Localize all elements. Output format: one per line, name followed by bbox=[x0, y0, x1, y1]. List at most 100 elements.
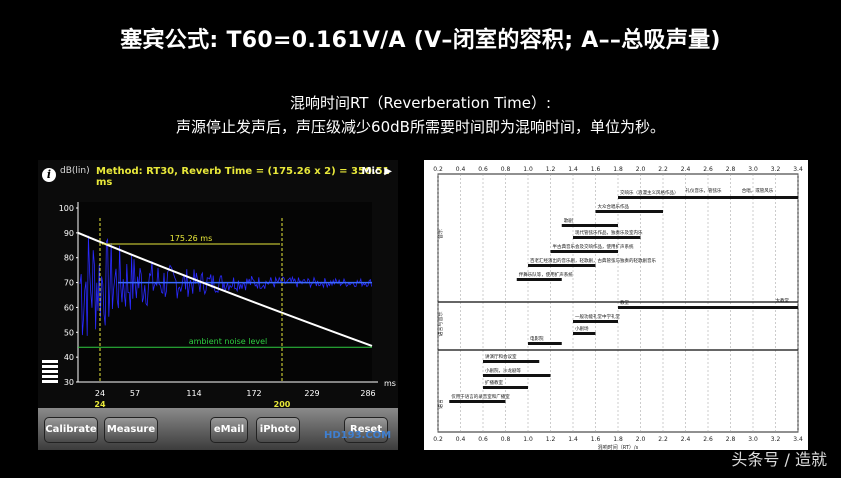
top-tick-label: 1.2 bbox=[546, 166, 556, 173]
reverb-app-panel: 100 90 80 70 60 50 40 30 24 57 114 172 229 286 ms 24 200… bbox=[38, 160, 398, 450]
reverb-decay-plot: 100 90 80 70 60 50 40 30 24 57 114 172 229 286 ms 24 200… bbox=[59, 202, 396, 408]
top-tick-label: 1.4 bbox=[568, 166, 578, 173]
rt-range-bar bbox=[528, 264, 596, 267]
noise-floor-label: ambient noise level bbox=[189, 337, 268, 346]
y-tick-label: 80 bbox=[64, 254, 74, 263]
rt-range-chart: 0.2 0.4 0.6 0.8 1.0 1.2 1.4 1.6 1.8 2.0 2.2 2.4 2.6 2… bbox=[433, 166, 803, 450]
rt-range-label: 小剧场 bbox=[575, 325, 589, 332]
right-annotation: 礼仪音乐，管弦乐 bbox=[686, 187, 722, 194]
top-tick-label: 0.2 bbox=[433, 166, 443, 173]
bottom-tick-label: 3.2 bbox=[771, 436, 781, 443]
bottom-tick-label: 1.2 bbox=[546, 436, 556, 443]
y-axis-label: dB(lin) bbox=[60, 166, 90, 176]
rt-range-bar bbox=[483, 374, 551, 377]
top-tick-label: 3.4 bbox=[793, 166, 803, 173]
info-icon[interactable]: i bbox=[42, 168, 56, 182]
rt-range-label: 小剧院，沙龙剧等 bbox=[485, 367, 521, 374]
section-label: 语言 bbox=[437, 399, 444, 409]
top-tick-label: 2.0 bbox=[636, 166, 646, 173]
slide-title: 塞宾公式: T60=0.161V/A (V–闭室的容积; A––总吸声量) bbox=[120, 28, 721, 53]
rt-definition-body: 声源停止发声后，声压级减少60dB所需要时间即为混响时间，单位为秒。 bbox=[176, 118, 665, 136]
right-annotation: 合唱，或管风乐 bbox=[742, 187, 774, 194]
rt-range-bar bbox=[618, 196, 798, 199]
rt-range-bar bbox=[550, 250, 618, 253]
section-label: 音乐 bbox=[437, 229, 444, 239]
top-tick-label: 1.6 bbox=[591, 166, 601, 173]
rt-range-bar bbox=[561, 224, 618, 227]
bottom-tick-label: 0.4 bbox=[456, 436, 466, 443]
y-tick-label: 30 bbox=[64, 378, 74, 387]
bottom-tick-label: 0.2 bbox=[433, 436, 443, 443]
iphoto-button[interactable]: iPhoto bbox=[256, 417, 300, 443]
calibrate-button[interactable]: Calibrate bbox=[44, 417, 98, 443]
y-tick-label: 50 bbox=[64, 328, 74, 337]
bottom-tick-label: 2.6 bbox=[703, 436, 713, 443]
bottom-tick-label: 1.4 bbox=[568, 436, 578, 443]
rt-range-bar bbox=[573, 236, 641, 239]
rt-range-bar bbox=[528, 342, 562, 345]
section-label: 语言与音乐 bbox=[437, 311, 444, 336]
email-button[interactable]: eMail bbox=[210, 417, 248, 443]
rt-definition-title: 混响时间RT（Reverberation Time）: bbox=[289, 94, 552, 112]
x-tick-label: 57 bbox=[130, 389, 140, 398]
bottom-toolbar: Calibrate Measure eMail iPhoto Reset bbox=[38, 408, 398, 450]
rt-range-label: 讲演厅和会议室 bbox=[485, 353, 517, 360]
y-tick-label: 60 bbox=[64, 303, 74, 312]
top-tick-label: 2.8 bbox=[726, 166, 736, 173]
rt-range-label: 交响乐（浪漫主义风格作品） bbox=[620, 189, 679, 196]
decay-curve bbox=[77, 231, 373, 347]
bottom-tick-label: 0.6 bbox=[478, 436, 488, 443]
y-tick-label: 40 bbox=[64, 353, 74, 362]
rt-range-label: 一般功能礼堂中学礼堂 bbox=[575, 313, 620, 320]
top-tick-label: 3.2 bbox=[771, 166, 781, 173]
rt-range-label: 歌剧 bbox=[564, 217, 573, 224]
bottom-tick-label: 1.8 bbox=[613, 436, 623, 443]
rt-range-label: 教堂 bbox=[620, 299, 629, 306]
x-axis-label: 混响时间（RT）/s bbox=[598, 444, 639, 450]
marker-end-label: 200 bbox=[274, 400, 291, 408]
top-tick-label: 2.4 bbox=[681, 166, 691, 173]
top-tick-label: 1.8 bbox=[613, 166, 623, 173]
mic-button[interactable]: Mic ▶ bbox=[361, 166, 392, 177]
rt-range-bar bbox=[483, 386, 528, 389]
rt-range-bar bbox=[573, 320, 618, 323]
rt-range-bar bbox=[516, 278, 562, 281]
bottom-tick-label: 1.6 bbox=[591, 436, 601, 443]
rt-recommendation-chart: 0.2 0.4 0.6 0.8 1.0 1.2 1.4 1.6 1.8 2.0 2.2 2.4 2.6 2… bbox=[424, 160, 808, 450]
level-meter-icon bbox=[42, 360, 58, 385]
right-annotation: 大教堂 bbox=[776, 297, 790, 304]
rt-range-bar bbox=[573, 332, 596, 335]
top-tick-label: 0.8 bbox=[501, 166, 511, 173]
x-tick-label: 172 bbox=[246, 389, 261, 398]
measure-button[interactable]: Measure bbox=[104, 417, 158, 443]
x-tick-label: 114 bbox=[186, 389, 201, 398]
bottom-tick-label: 2.4 bbox=[681, 436, 691, 443]
rt-range-bar bbox=[483, 360, 540, 363]
reset-button[interactable]: Reset bbox=[344, 417, 388, 443]
top-tick-label: 0.6 bbox=[478, 166, 488, 173]
bottom-tick-label: 0.8 bbox=[501, 436, 511, 443]
rt-range-label: 扩播教室 bbox=[485, 379, 503, 386]
y-tick-label: 100 bbox=[59, 204, 74, 213]
measure-label: 175.26 ms bbox=[170, 234, 213, 243]
bottom-tick-label: 2.2 bbox=[658, 436, 668, 443]
rt-range-label: 伴舞乐队等，使用扩声系统 bbox=[519, 271, 573, 278]
rt-range-label: 半古典音乐会及交响作品，使用扩声系统 bbox=[553, 243, 634, 250]
rt-range-label: 电影院 bbox=[530, 335, 544, 342]
x-unit-label: ms bbox=[384, 379, 396, 388]
source-watermark: 头条号 / 造就 bbox=[731, 450, 827, 469]
y-tick-label: 70 bbox=[64, 279, 74, 288]
signal-trace bbox=[79, 235, 372, 336]
top-tick-label: 0.4 bbox=[456, 166, 466, 173]
top-tick-label: 2.2 bbox=[658, 166, 668, 173]
rt-range-bar bbox=[449, 400, 506, 403]
method-readout: Method: RT30, Reverb Time = (175.26 x 2)… bbox=[96, 166, 390, 188]
rt-range-bar bbox=[618, 306, 798, 309]
rt-range-bar bbox=[595, 210, 663, 213]
rt-range-label: 现代管弦乐作品，独奏乐及室内乐 bbox=[575, 229, 643, 236]
rt-range-label: 百老汇经演出的音乐剧，轻歌剧，古典管弦与独奏的轻歌剧音乐 bbox=[530, 257, 656, 264]
top-tick-label: 2.6 bbox=[703, 166, 713, 173]
marker-start-label: 24 bbox=[94, 400, 106, 408]
brand-watermark: HD193.COM bbox=[324, 430, 392, 441]
bottom-tick-label: 2.0 bbox=[636, 436, 646, 443]
